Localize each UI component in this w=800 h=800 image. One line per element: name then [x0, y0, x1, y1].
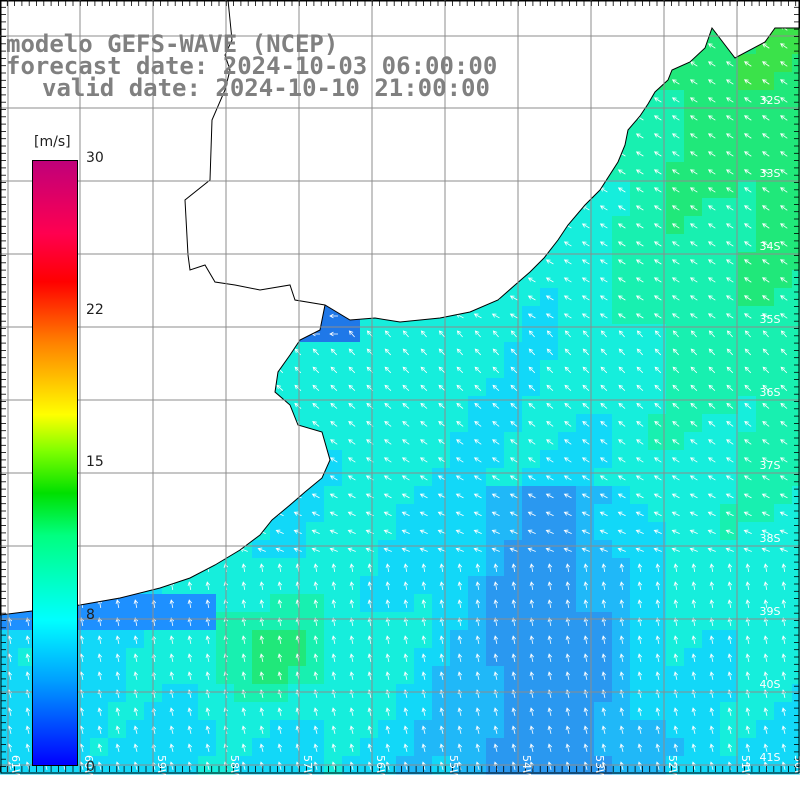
lon-label: 55W — [447, 755, 460, 780]
lon-label: 50W — [792, 755, 800, 780]
colorbar-unit: [m/s] — [34, 134, 71, 150]
lat-label: 33S — [760, 167, 781, 180]
latitude-labels: 32S 33S 34S 35S 36S 37S 38S 39S 40S 41S — [760, 94, 781, 764]
lon-label: 54W — [520, 755, 533, 780]
lat-label: 36S — [760, 386, 781, 399]
lat-lon-grid — [0, 0, 800, 772]
lat-label: 40S — [760, 678, 781, 691]
lon-label: 51W — [739, 755, 752, 780]
land-mass — [0, 0, 800, 616]
lon-label: 53W — [593, 755, 606, 780]
colorbar-tick-22: 22 — [86, 302, 104, 318]
axis-ticks — [0, 0, 799, 772]
lat-label: 35S — [760, 313, 781, 326]
lon-label: 61W — [9, 755, 22, 780]
lon-label: 60W — [82, 755, 95, 780]
lat-label: 38S — [760, 532, 781, 545]
lat-label: 39S — [760, 605, 781, 618]
colorbar-tick-8: 8 — [86, 607, 95, 623]
lon-label: 56W — [374, 755, 387, 780]
lon-label: 59W — [155, 755, 168, 780]
colorbar-tick-15: 15 — [86, 454, 104, 470]
lat-label: 37S — [760, 459, 781, 472]
title-forecast-date: forecast date: 2024-10-03 06:00:00 — [6, 52, 498, 80]
colorbar-tick-30: 30 — [86, 150, 104, 166]
lat-label: 41S — [760, 751, 781, 764]
lon-label: 57W — [301, 755, 314, 780]
lon-label: 58W — [228, 755, 241, 780]
colorbar — [32, 160, 78, 766]
lat-label: 32S — [760, 94, 781, 107]
title-valid-date: valid date: 2024-10-10 21:00:00 — [42, 74, 490, 102]
colorbar-tick-0: 0 — [86, 759, 95, 775]
lon-label: 52W — [666, 755, 679, 780]
lat-label: 34S — [760, 240, 781, 253]
longitude-labels: 61W 60W 59W 58W 57W 56W 55W 54W 53W 52W 51W 50W — [9, 755, 800, 780]
title-model: modelo GEFS-WAVE (NCEP) — [6, 30, 339, 58]
map-frame — [0, 0, 800, 774]
